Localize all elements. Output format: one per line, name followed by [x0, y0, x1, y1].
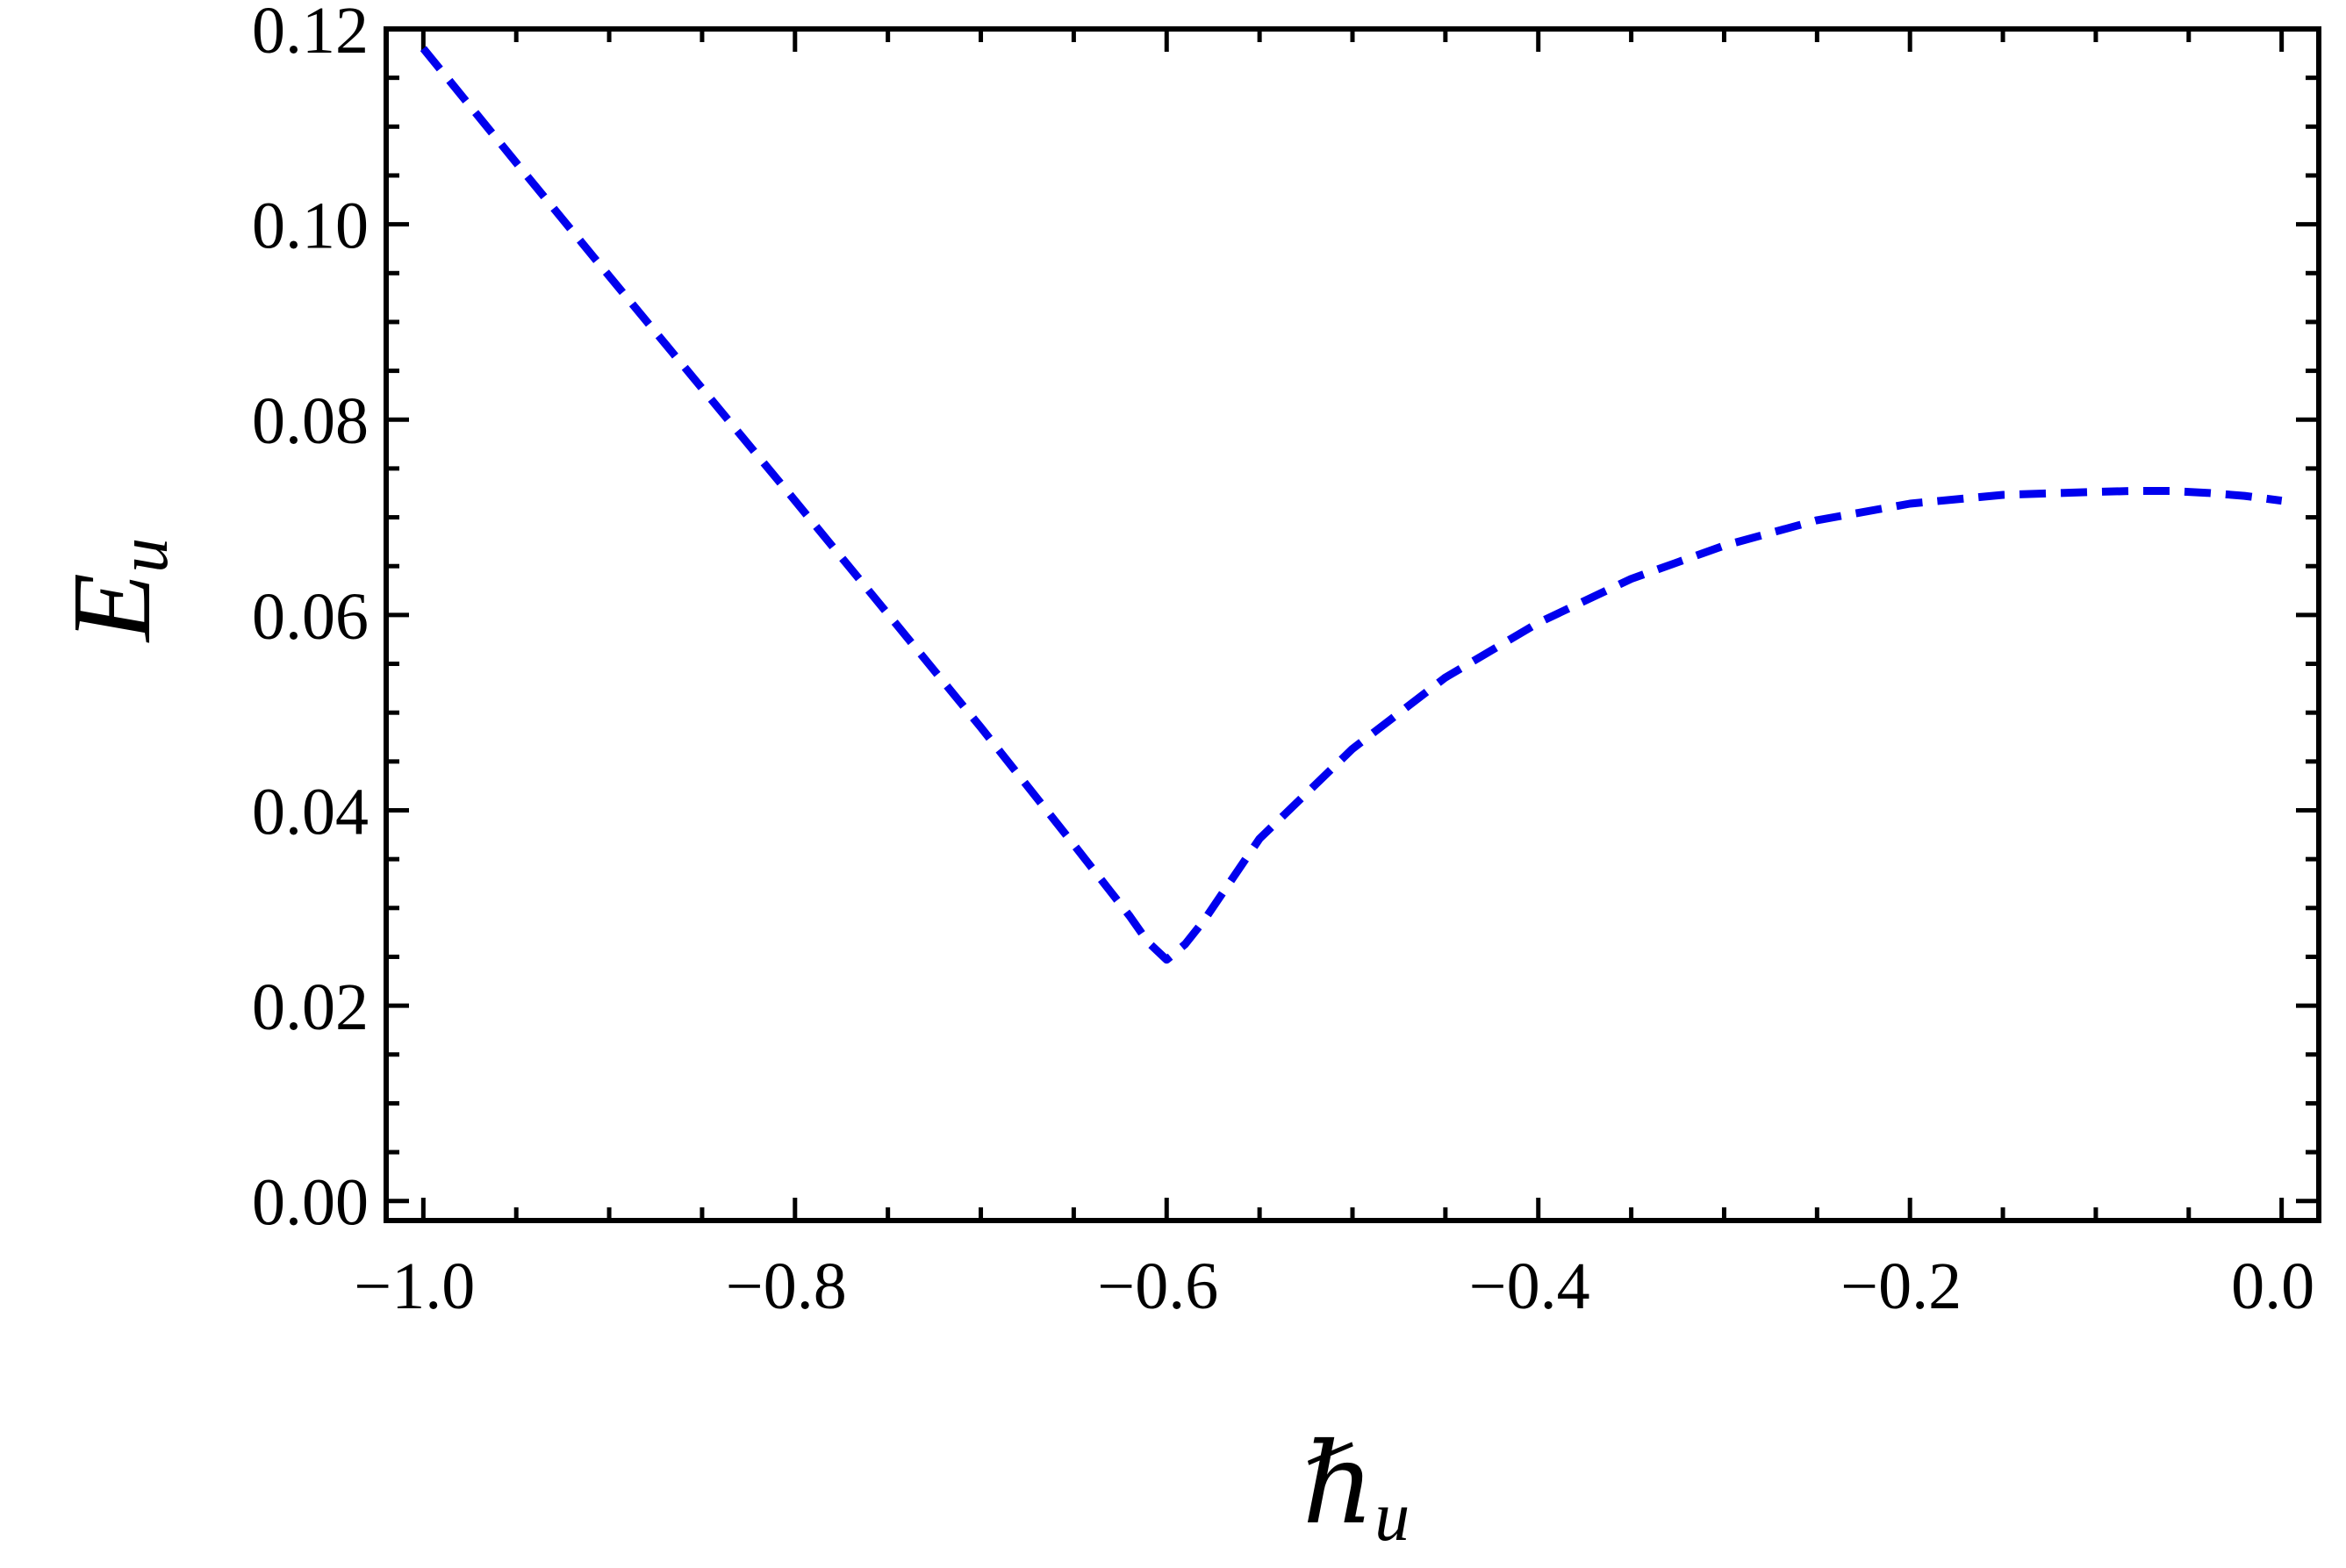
y-tick-label: 0.02	[252, 970, 369, 1044]
x-axis-title-subscript: u	[1374, 1479, 1410, 1556]
series-line	[420, 46, 2283, 964]
x-tick-label: 0.0	[2231, 1249, 2314, 1323]
y-tick-label: 0.00	[252, 1166, 369, 1240]
x-tick-label: −1.0	[354, 1249, 475, 1323]
y-axis-title: Eu	[49, 538, 183, 643]
plot-series	[420, 46, 2283, 964]
x-axis-ticks: −1.0 −0.8 −0.6 −0.4 −0.2 0.0	[354, 29, 2314, 1323]
y-tick-label: 0.12	[252, 0, 369, 68]
x-tick-label: −0.4	[1469, 1249, 1590, 1323]
y-axis-title-subscript: u	[105, 538, 183, 573]
y-tick-label: 0.04	[252, 775, 369, 848]
x-tick-label: −0.8	[726, 1249, 847, 1323]
y-axis-ticks: 0.00 0.02 0.04 0.06 0.08 0.10 0.12	[252, 0, 2319, 1240]
y-tick-label: 0.10	[252, 190, 369, 263]
x-axis-title-main: ℏ	[1302, 1422, 1374, 1547]
x-axis-title: ℏu	[1302, 1422, 1410, 1556]
y-axis-title-main: E	[49, 573, 174, 643]
x-tick-label: −0.2	[1840, 1249, 1962, 1323]
x-tick-label: −0.6	[1097, 1249, 1218, 1323]
y-tick-label: 0.06	[252, 580, 369, 654]
plot-frame	[384, 26, 2321, 1223]
y-tick-label: 0.08	[252, 384, 369, 458]
